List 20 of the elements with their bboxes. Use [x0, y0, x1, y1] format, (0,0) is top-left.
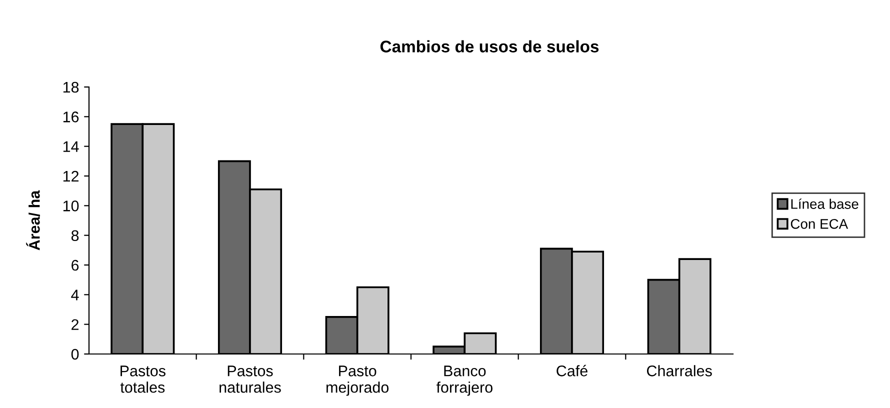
legend-label: Línea base — [791, 198, 858, 209]
x-tick-label: Pastos naturales — [220, 366, 281, 393]
x-tick-label: Banco forrajero — [436, 366, 492, 396]
y-tick-label: 8 — [71, 230, 79, 242]
x-tick-label: Pasto mejorado — [326, 366, 389, 396]
y-tick-label: 6 — [72, 260, 79, 271]
legend-label: Con ECA — [790, 219, 848, 229]
x-tick-label: Charrales — [646, 365, 712, 376]
y-tick-label: 4 — [71, 290, 79, 300]
chart-title: Cambios de usos de suelos — [380, 40, 599, 52]
y-tick-label: 14 — [63, 141, 79, 152]
y-tick-label: 10 — [63, 200, 79, 212]
y-tick-label: 18 — [63, 82, 79, 93]
y-tick-label: 12 — [63, 170, 79, 182]
x-tick-label: Café — [556, 364, 588, 376]
y-tick-label: 0 — [71, 348, 79, 360]
y-tick-label: 2 — [72, 319, 79, 330]
y-tick-label: 16 — [63, 112, 79, 122]
x-tick-label: Pastos totales — [120, 366, 166, 393]
y-axis-title: Área/ ha — [26, 190, 40, 250]
